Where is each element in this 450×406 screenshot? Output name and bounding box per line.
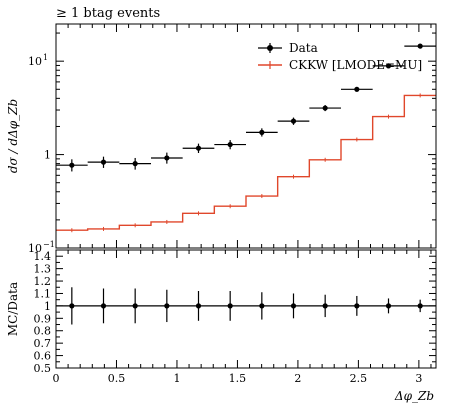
- data-point: [290, 118, 297, 124]
- y-tick-label: 10: [28, 242, 42, 255]
- ratio-tick-label: 0.7: [34, 337, 52, 350]
- legend-entry-ckkw: CKKW [LMODE=MU]: [258, 58, 422, 72]
- data-point: [354, 86, 360, 92]
- ratio-point: [354, 303, 360, 309]
- data-point: [417, 43, 423, 49]
- x-tick-label: 1.5: [229, 372, 247, 385]
- ratio-point: [417, 303, 423, 309]
- ratio-panel: 0 0.5 1 1.5 2 2.5 30.50.60.70.80.911.11.21.31.…: [34, 250, 436, 385]
- ckkw-histogram-line: [56, 94, 437, 231]
- x-tick-label: 2.5: [350, 372, 368, 385]
- ratio-point: [69, 303, 75, 309]
- x-tick-label: 0: [53, 372, 60, 385]
- x-tick-label: 1: [173, 372, 180, 385]
- ratio-point: [290, 303, 297, 309]
- data-point: [259, 129, 265, 135]
- legend-entry-data: Data: [258, 41, 318, 55]
- ratio-axis-label: MC/Data: [6, 282, 20, 336]
- y-tick-exponent: −1: [43, 240, 55, 249]
- ratio-tick-label: 0.6: [34, 350, 52, 363]
- y-tick-exponent: 1: [43, 53, 48, 62]
- main-plot-frame: [55, 23, 437, 249]
- legend: Data CKKW [LMODE=MU]: [258, 41, 422, 72]
- legend-label-data: Data: [289, 41, 318, 55]
- data-point: [164, 155, 170, 161]
- ratio-point: [227, 303, 233, 309]
- data-point: [227, 141, 233, 148]
- y-axis-label: dσ / dΔφ_Zb: [6, 99, 20, 173]
- ratio-tick-label: 1.2: [34, 275, 52, 288]
- ratio-tick-label: 0.5: [34, 362, 52, 375]
- ratio-tick-label: 1.1: [34, 287, 52, 300]
- ratio-point: [100, 303, 107, 309]
- ratio-point: [385, 303, 392, 309]
- legend-label-ckkw: CKKW [LMODE=MU]: [289, 58, 422, 72]
- y-tick-label: 10: [28, 55, 42, 68]
- ratio-tick-label: 0.8: [34, 325, 52, 338]
- x-axis-label: Δφ_Zb: [394, 389, 434, 403]
- ratio-plot-frame: [55, 249, 437, 369]
- ratio-point: [259, 303, 265, 309]
- ratio-tick-label: 0.9: [34, 312, 52, 325]
- ratio-marks: [56, 287, 436, 325]
- data-point: [132, 161, 138, 167]
- ratio-tick-label: 1.4: [34, 250, 52, 263]
- data-point: [69, 162, 75, 168]
- ratio-point: [164, 303, 170, 309]
- ratio-tick-label: 1: [44, 300, 51, 313]
- ratio-tick-label: 1.3: [34, 263, 52, 276]
- y-tick-label: 1: [44, 149, 51, 162]
- x-tick-label: 0.5: [108, 372, 126, 385]
- x-tick-label: 3: [415, 372, 422, 385]
- x-tick-label: 2: [294, 372, 301, 385]
- main-marks: [56, 43, 437, 233]
- ratio-point: [322, 303, 328, 309]
- chart-title: ≥ 1 btag events: [56, 6, 160, 21]
- data-point: [195, 145, 202, 151]
- data-point: [100, 159, 107, 165]
- data-point: [322, 105, 328, 111]
- data-point: [385, 63, 392, 69]
- ratio-point: [195, 303, 202, 309]
- ratio-point: [132, 303, 138, 309]
